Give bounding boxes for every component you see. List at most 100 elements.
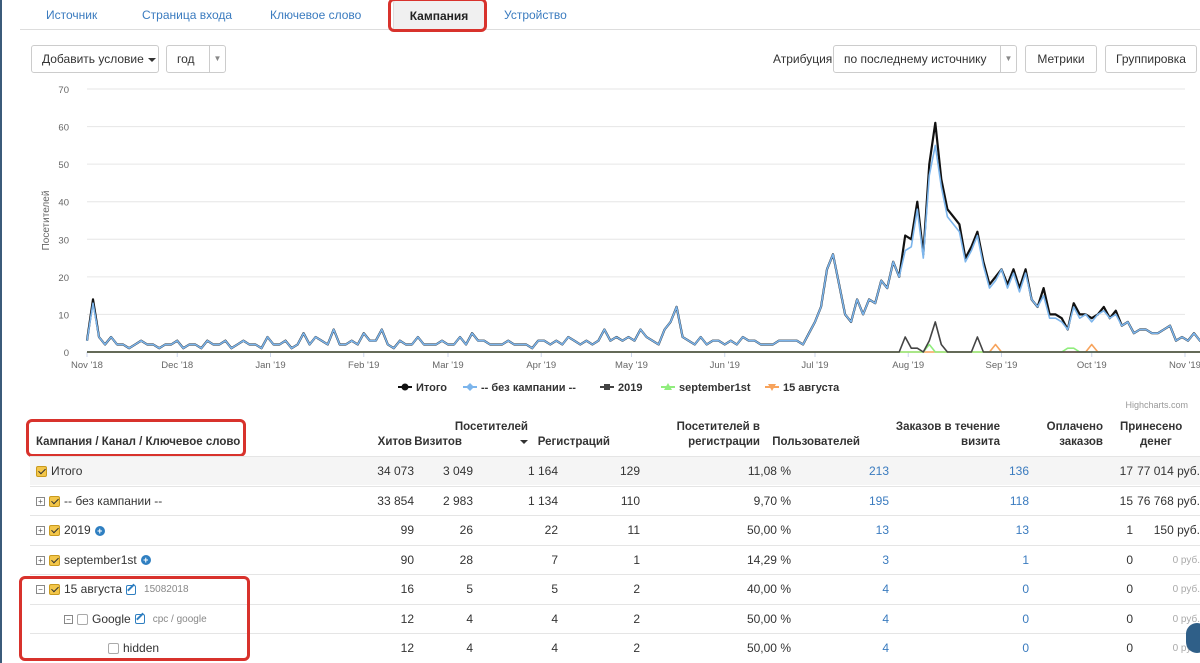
cell-users[interactable]: 4 [882, 641, 889, 655]
col-header-registrations[interactable]: Регистраций [537, 436, 610, 448]
attribution-select[interactable]: по последнему источнику ▼ [833, 45, 1017, 73]
period-select[interactable]: год ▼ [166, 45, 226, 73]
help-widget-button[interactable] [1186, 623, 1200, 653]
cell-paid: 17 [1119, 464, 1133, 478]
table-row[interactable]: + september1st +90 28 7 1 14,29 % 3 1 0 0 руб. [30, 544, 1200, 575]
row-checkbox[interactable] [49, 554, 60, 566]
cell-visitors: 1 164 [527, 464, 558, 478]
col-header-orders-l1: Заказов в течение [895, 421, 1000, 433]
grouping-button[interactable]: Группировка [1105, 45, 1197, 73]
caret-down-icon [147, 57, 156, 62]
row-checkbox[interactable] [77, 613, 88, 625]
col-header-paid-l2: заказов [1059, 436, 1103, 448]
tab-source[interactable]: Источник [46, 8, 98, 22]
add-circle-icon[interactable]: + [94, 525, 105, 536]
collapse-icon[interactable]: − [64, 614, 73, 624]
col-header-money-l2: денег [1140, 436, 1172, 448]
x-tick-label: Jul '19 [801, 360, 828, 371]
y-tick-label: 30 [58, 235, 69, 246]
cell-visits: 26 [459, 523, 473, 537]
metrics-button[interactable]: Метрики [1025, 45, 1097, 73]
expand-icon[interactable]: + [36, 526, 45, 535]
cell-orders[interactable]: 118 [1009, 493, 1029, 508]
col-header-campaign[interactable]: Кампания / Канал / Ключевое слово [36, 436, 241, 448]
table-row[interactable]: hidden 12 4 4 2 50,00 % 4 0 0 0 руб. [30, 633, 1200, 662]
table-row[interactable]: + -- без кампании -- 33 854 2 983 1 134 110 9,… [30, 485, 1200, 515]
col-header-visitors[interactable]: Посетителей [430, 420, 528, 450]
series-line-3 [87, 343, 1200, 353]
cell-paid: 0 [1126, 582, 1133, 596]
row-name-cell: + september1st + [36, 546, 159, 575]
row-tag: 15082018 [144, 584, 189, 595]
tab-keyword[interactable]: Ключевое слово [270, 8, 362, 22]
expand-icon[interactable]: + [36, 555, 45, 565]
cell-users[interactable]: 13 [875, 523, 889, 537]
col-header-visits[interactable]: Визитов [414, 436, 462, 448]
cell-conv: 50,00 % [746, 641, 791, 655]
row-name: -- без кампании -- [64, 493, 163, 508]
row-checkbox[interactable] [49, 584, 60, 595]
cell-orders[interactable]: 0 [1022, 641, 1029, 655]
cell-money: 0 руб. [1172, 613, 1200, 625]
row-name-cell: − 15 августа 15082018 [36, 575, 189, 604]
period-value: год [177, 52, 195, 66]
cell-users[interactable]: 3 [882, 552, 889, 567]
tab-campaign[interactable]: Кампания [393, 0, 485, 30]
edit-icon[interactable] [126, 584, 137, 595]
expand-icon[interactable]: + [36, 496, 45, 506]
col-header-orders[interactable]: Заказов в течение визита [880, 420, 1000, 450]
visitors-chart: 0 10 20 30 40 50 60 70 Посетителей Nov '18 Dec '18… [41, 85, 1200, 394]
cell-orders[interactable]: 1 [1022, 552, 1029, 567]
edit-icon[interactable] [134, 614, 145, 624]
sort-desc-icon [430, 435, 528, 450]
row-checkbox[interactable] [36, 466, 47, 477]
cell-orders[interactable]: 0 [1022, 582, 1029, 596]
col-header-reg-visitors-l1: Посетителей в [676, 421, 760, 433]
cell-users[interactable]: 213 [868, 464, 889, 478]
tab-landing-page[interactable]: Страница входа [142, 8, 233, 22]
add-circle-icon[interactable]: + [140, 555, 151, 565]
attribution-value: по последнему источнику [844, 52, 987, 66]
cell-visitors: 7 [551, 552, 558, 567]
add-condition-button[interactable]: Добавить условие [31, 45, 159, 73]
series-line-4 [87, 343, 1200, 353]
row-checkbox[interactable] [49, 525, 60, 536]
cell-visits: 5 [466, 582, 473, 596]
row-tag: cpc / google [152, 613, 207, 625]
col-header-paid[interactable]: Оплачено заказов [1020, 420, 1103, 450]
cell-orders[interactable]: 136 [1008, 464, 1029, 478]
cell-regs: 110 [620, 493, 640, 508]
col-header-reg-visitors[interactable]: Посетителей в регистрации [650, 420, 760, 450]
collapse-icon[interactable]: − [36, 585, 45, 594]
cell-users[interactable]: 195 [868, 493, 889, 508]
cell-money: 0 руб. [1172, 584, 1200, 595]
legend-marker [401, 383, 409, 391]
x-tick-label: Jun '19 [710, 360, 740, 371]
table-row[interactable]: +2019 +99 26 22 11 50,00 % 13 13 1 150 руб. [30, 515, 1200, 544]
cell-users[interactable]: 4 [882, 611, 889, 626]
cell-hits: 16 [400, 582, 414, 596]
cell-money: 0 руб. [1172, 643, 1200, 654]
table-row[interactable]: − 15 августа 15082018 16 5 5 2 40,00 % 4 0 0 0 руб. [30, 574, 1200, 603]
table-row[interactable]: − Google cpc / google 12 4 4 2 50,00 % 4 0 0 0 руб. [30, 603, 1200, 633]
cell-orders[interactable]: 13 [1015, 523, 1029, 537]
cell-conv: 40,00 % [746, 582, 791, 596]
cell-users[interactable]: 4 [882, 582, 889, 596]
cell-visits: 4 [466, 611, 473, 626]
col-header-paid-l1: Оплачено [1046, 421, 1103, 433]
x-tick-label: Oct '19 [1077, 360, 1107, 371]
cell-regs: 1 [633, 552, 640, 567]
tab-device[interactable]: Устройство [504, 8, 567, 22]
col-header-hits[interactable]: Хитов [377, 436, 412, 448]
y-tick-label: 60 [58, 123, 69, 134]
col-header-users[interactable]: Пользователей [772, 436, 860, 448]
chevron-down-icon: ▼ [209, 46, 225, 72]
row-checkbox[interactable] [108, 643, 119, 654]
table-row[interactable]: Итого 34 073 3 049 1 164 129 11,08 % 213 136 17 7… [30, 456, 1200, 485]
cell-orders[interactable]: 0 [1022, 611, 1029, 626]
legend-marker [768, 384, 776, 391]
row-checkbox[interactable] [49, 495, 60, 507]
col-header-money[interactable]: Принесено денег [1120, 420, 1200, 450]
cell-paid: 0 [1126, 552, 1133, 567]
cell-visitors: 4 [551, 641, 558, 655]
